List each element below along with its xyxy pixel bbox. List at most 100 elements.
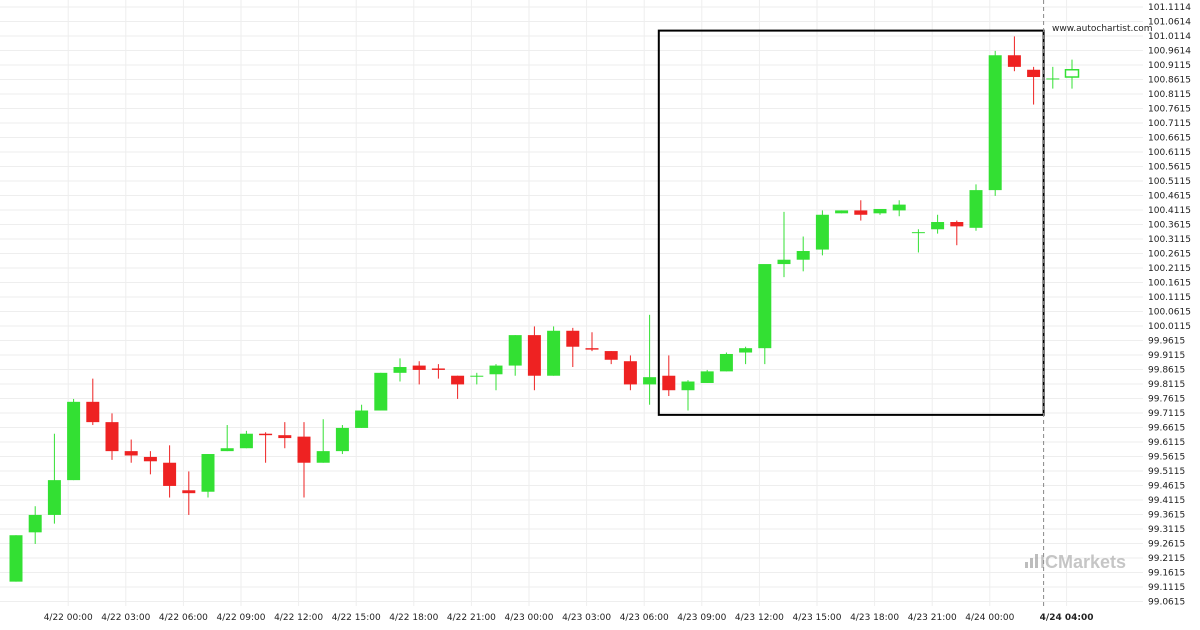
candle-body <box>201 454 215 492</box>
y-tick-label: 100.8615 <box>1148 75 1191 85</box>
y-tick-label: 99.6115 <box>1148 438 1185 448</box>
pattern-box-layer <box>657 29 1045 416</box>
candle-body <box>86 401 100 423</box>
y-tick-label: 100.9115 <box>1148 61 1191 71</box>
x-axis: 4/22 00:00 4/22 03:00 4/22 06:00 4/22 09:00… <box>44 613 1094 623</box>
candle-body <box>489 365 503 375</box>
x-tick-label: 4/22 12:00 <box>274 613 323 623</box>
candle-body <box>988 55 1002 191</box>
y-tick-label: 100.2115 <box>1148 264 1191 274</box>
candle-body <box>719 353 733 372</box>
y-tick-label: 99.5615 <box>1148 452 1185 462</box>
candle-body <box>911 232 925 234</box>
y-tick-label: 100.6115 <box>1148 148 1191 158</box>
x-tick-label: 4/23 15:00 <box>792 613 841 623</box>
candle-body <box>182 490 196 494</box>
logo-text: ICMarkets <box>1040 552 1126 572</box>
y-tick-label: 99.8615 <box>1148 365 1185 375</box>
candle-body <box>316 451 330 463</box>
y-tick-label: 99.1115 <box>1148 583 1185 593</box>
y-tick-label: 100.5115 <box>1148 177 1191 187</box>
y-tick-label: 100.4115 <box>1148 206 1191 216</box>
y-tick-label: 99.9115 <box>1148 351 1185 361</box>
candle-body <box>163 462 177 486</box>
candle-body <box>124 451 138 456</box>
y-tick-label: 99.4615 <box>1148 481 1185 491</box>
candle-body <box>470 375 484 377</box>
y-tick-label: 100.2615 <box>1148 249 1191 259</box>
candle-body <box>143 456 157 462</box>
candle-body <box>335 427 349 452</box>
candle-body <box>297 436 311 463</box>
candle-body <box>374 372 388 411</box>
candle-body <box>623 361 637 385</box>
y-tick-label: 99.9615 <box>1148 336 1185 346</box>
y-tick-label: 99.0615 <box>1148 598 1185 608</box>
y-tick-label: 99.7615 <box>1148 394 1185 404</box>
candle-body <box>681 381 695 391</box>
x-tick-label: 4/23 03:00 <box>562 613 611 623</box>
y-axis: 101.1114 101.0614 101.0114 100.9614 100.9115… <box>1148 3 1191 608</box>
candle-body <box>451 375 465 385</box>
candle-body <box>105 422 119 452</box>
y-tick-label: 100.3615 <box>1148 220 1191 230</box>
candle-body <box>239 433 253 449</box>
candle-body <box>259 433 273 436</box>
candle-body <box>931 222 945 230</box>
candle-body <box>796 251 810 260</box>
y-tick-label: 101.0114 <box>1148 32 1191 42</box>
logo-bar-2 <box>1030 558 1033 568</box>
candle-body <box>393 367 407 373</box>
y-tick-label: 100.3115 <box>1148 235 1191 245</box>
x-tick-label: 4/22 18:00 <box>389 613 438 623</box>
x-tick-label: 4/22 21:00 <box>447 613 496 623</box>
x-tick-label: 4/23 18:00 <box>850 613 899 623</box>
candle-body <box>585 348 599 350</box>
x-tick-label: 4/23 21:00 <box>908 613 957 623</box>
x-tick-label: 4/23 12:00 <box>735 613 784 623</box>
grid-layer <box>0 0 1143 606</box>
candle-body <box>873 208 887 214</box>
y-tick-label: 100.1615 <box>1148 278 1191 288</box>
candle-body <box>9 535 23 582</box>
x-tick-label: 4/22 15:00 <box>332 613 381 623</box>
y-tick-label: 99.8115 <box>1148 380 1185 390</box>
y-tick-label: 100.7615 <box>1148 104 1191 114</box>
watermark-url: www.autochartist.com <box>1052 24 1153 34</box>
y-tick-label: 99.3615 <box>1148 510 1185 520</box>
candle-body <box>547 330 561 376</box>
y-tick-label: 100.4615 <box>1148 191 1191 201</box>
candle-body <box>220 448 234 452</box>
candle-body <box>527 335 541 376</box>
pattern-box <box>657 29 1045 416</box>
candle-body <box>1007 55 1021 67</box>
candle-body <box>950 222 964 227</box>
y-tick-label: 100.8115 <box>1148 90 1191 100</box>
candle-body <box>278 435 292 439</box>
x-tick-label: 4/23 00:00 <box>504 613 553 623</box>
y-tick-label: 100.6615 <box>1148 133 1191 143</box>
candle-body <box>1064 69 1080 78</box>
y-tick-label: 99.3115 <box>1148 525 1185 535</box>
y-tick-label: 100.7115 <box>1148 119 1191 129</box>
icmarkets-logo: ICMarkets <box>1025 552 1126 572</box>
candle-body <box>1046 78 1060 80</box>
candle-body <box>412 365 426 370</box>
x-tick-label: 4/22 09:00 <box>216 613 265 623</box>
logo-bar-1 <box>1025 562 1028 568</box>
y-tick-label: 99.5115 <box>1148 467 1185 477</box>
candle-body <box>355 410 369 428</box>
y-tick-label: 99.2615 <box>1148 539 1185 549</box>
y-tick-label: 100.5615 <box>1148 162 1191 172</box>
candle-body <box>739 348 753 353</box>
candle-body <box>508 335 522 366</box>
y-tick-label: 99.2115 <box>1148 554 1185 564</box>
candle-body <box>969 190 983 228</box>
candle-body <box>604 351 618 360</box>
candle-layer <box>9 36 1080 582</box>
candle-body <box>777 259 791 265</box>
candle-body <box>815 214 829 250</box>
x-tick-label: 4/22 06:00 <box>159 613 208 623</box>
y-tick-label: 99.1615 <box>1148 568 1185 578</box>
y-tick-label: 100.0615 <box>1148 307 1191 317</box>
